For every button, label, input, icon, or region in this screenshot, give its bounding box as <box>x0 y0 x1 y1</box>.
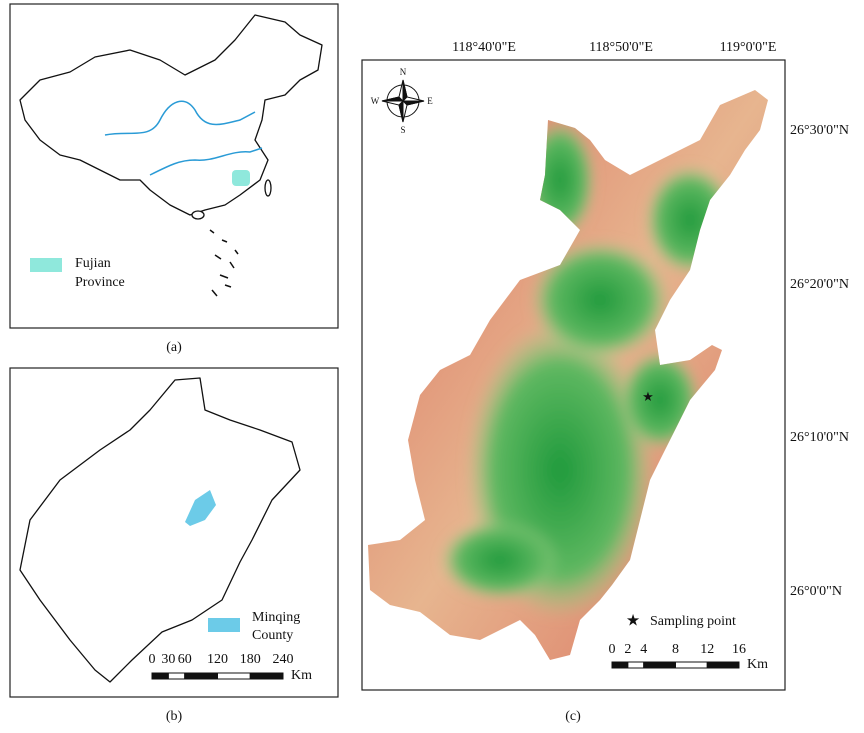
scale-tick-label: 4 <box>640 642 647 657</box>
compass-label: W <box>371 96 380 106</box>
scale-segment <box>627 661 645 669</box>
panel-frame <box>9 3 339 329</box>
scale-unit: Km <box>291 668 312 683</box>
scale-tick-label: 60 <box>178 652 192 667</box>
fujian-highlight <box>232 170 250 186</box>
legend-swatch <box>30 258 62 272</box>
scale-segment <box>184 672 218 680</box>
china-outline <box>19 14 323 216</box>
scale-segment <box>706 661 740 669</box>
caption: (b) <box>166 709 183 724</box>
scale-tick-label: 120 <box>207 652 228 667</box>
panel-frame <box>9 367 339 698</box>
legend-label: Fujian <box>75 256 111 271</box>
scale-tick-label: 16 <box>732 642 746 657</box>
latitude-label: 26°30'0"N <box>790 123 849 138</box>
fujian-outline <box>19 377 301 683</box>
minqing-highlight <box>185 490 216 526</box>
scale-tick-label: 240 <box>273 652 294 667</box>
scale-tick-label: 0 <box>609 642 616 657</box>
scale-tick-label: 180 <box>240 652 261 667</box>
panel-a: Fujian Province (a) <box>9 3 339 355</box>
latitude-label: 26°10'0"N <box>790 430 849 445</box>
scale-segment <box>643 661 676 669</box>
longitude-label: 118°40'0"E <box>452 40 516 55</box>
terrain-map <box>368 90 768 660</box>
scale-unit: Km <box>747 657 768 672</box>
yangtze-river <box>149 147 263 176</box>
island <box>191 210 205 220</box>
caption: (a) <box>166 340 182 355</box>
islands <box>209 229 239 297</box>
legend-swatch <box>208 618 240 632</box>
caption: (c) <box>565 709 581 724</box>
scale-segment <box>151 672 169 680</box>
scale-tick-label: 0 <box>149 652 156 667</box>
scale-tick-label: 30 <box>161 652 175 667</box>
compass-label: S <box>400 125 405 135</box>
yellow-river <box>104 100 256 136</box>
scale-tick-label: 12 <box>700 642 714 657</box>
panel-frame <box>361 59 786 691</box>
longitude-label: 119°0'0"E <box>720 40 777 55</box>
scale-segment <box>675 661 708 669</box>
legend-label: Sampling point <box>650 614 736 629</box>
scale-tick-label: 8 <box>672 642 679 657</box>
compass <box>381 79 425 123</box>
compass-label: E <box>427 96 433 106</box>
legend-label: Minqing <box>252 610 300 625</box>
scale-segment <box>217 672 251 680</box>
scale-segment <box>167 672 186 680</box>
legend-label: County <box>252 628 293 643</box>
legend-symbol: ★ <box>626 613 640 630</box>
longitude-label: 118°50'0"E <box>589 40 653 55</box>
scale-segment <box>611 661 629 669</box>
sampling-point: ★ <box>642 389 654 404</box>
scale-tick-label: 2 <box>624 642 631 657</box>
island <box>264 179 272 197</box>
scale-segment <box>249 672 284 680</box>
latitude-label: 26°20'0"N <box>790 277 849 292</box>
legend-label: Province <box>75 275 125 290</box>
latitude-label: 26°0'0"N <box>790 584 842 599</box>
compass-label: N <box>400 67 407 77</box>
